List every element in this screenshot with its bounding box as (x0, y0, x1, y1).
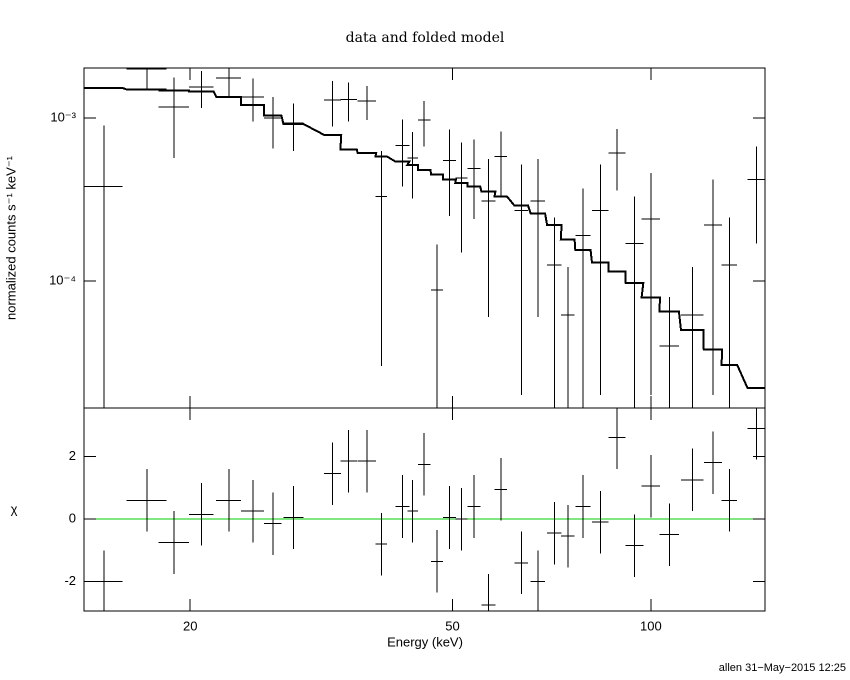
y-axis-label: χ (11, 501, 18, 516)
model-line (84, 87, 765, 390)
chart-title: data and folded model (346, 30, 505, 46)
y-axis-label: normalized counts s⁻¹ keV⁻¹ (3, 155, 18, 320)
y-tick-label: 10⁻⁴ (49, 272, 76, 287)
x-tick-label: 50 (445, 618, 459, 633)
y-tick-label: 2 (69, 448, 76, 463)
x-axis-label: Energy (keV) (387, 634, 463, 649)
bottom-plot (84, 408, 765, 611)
x-tick-label: 20 (183, 618, 197, 633)
y-tick-label: 0 (69, 510, 76, 525)
y-tick-label: 10⁻³ (50, 110, 76, 125)
y-tick-label: -2 (64, 573, 76, 588)
axes: 20 50 100 10⁻⁴ 10⁻³ -2 0 2 (49, 68, 765, 633)
x-tick-label: 100 (640, 618, 662, 633)
footer: allen 31−May−2015 12:25 (719, 662, 846, 674)
top-plot (84, 68, 765, 408)
bottom-frame (83, 407, 766, 612)
